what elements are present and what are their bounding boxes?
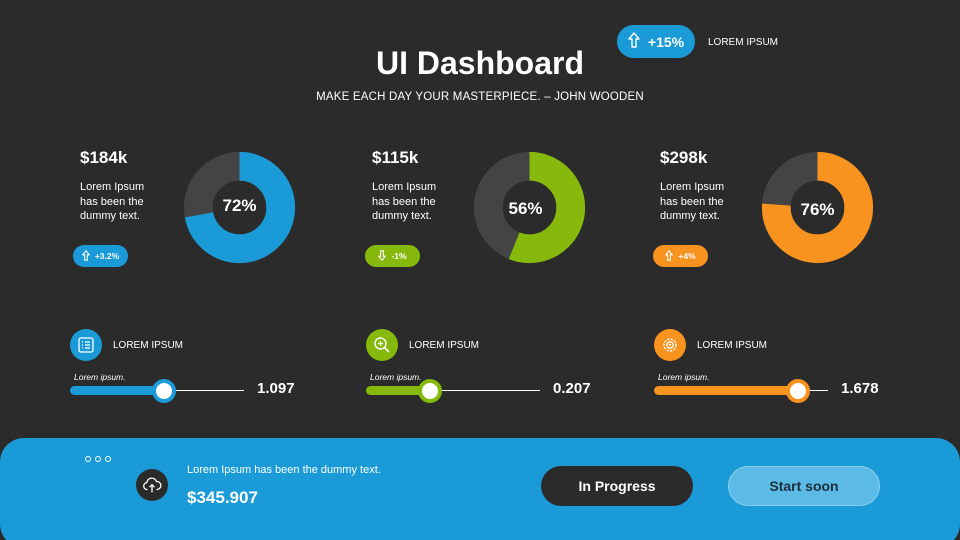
magnifier-plus-icon [366, 329, 398, 361]
metric-label: LOREM IPSUM [409, 340, 480, 351]
donut-chart [761, 151, 874, 264]
growth-label: LOREM IPSUM [708, 37, 779, 48]
donut-percent: 76% [800, 200, 835, 219]
slider-fill [654, 386, 799, 395]
in-progress-button[interactable]: In Progress [541, 466, 693, 506]
change-badge: +4% [653, 245, 708, 267]
slider-knob[interactable] [786, 379, 811, 403]
kpi-card: $115k Lorem Ipsum has been the dummy tex… [365, 140, 612, 280]
change-badge: +3.2% [73, 245, 128, 267]
kpi-card: $184k Lorem Ipsum has been the dummy tex… [73, 140, 320, 280]
donut-progress-arc [183, 151, 296, 264]
donut-chart [183, 151, 296, 264]
donut-chart [473, 151, 586, 264]
page-subtitle: MAKE EACH DAY YOUR MASTERPIECE. – JOHN W… [316, 91, 644, 103]
kpi-description: Lorem Ipsum has been the dummy text. [372, 181, 437, 222]
start-soon-button[interactable]: Start soon [728, 466, 880, 506]
arrow-up-icon [664, 249, 674, 263]
slider-fill [70, 386, 164, 395]
more-options-icon[interactable] [85, 456, 111, 462]
donut-percent: 72% [222, 196, 257, 215]
slider-caption: Lorem ipsum. [74, 372, 126, 382]
metric-label: LOREM IPSUM [113, 340, 184, 351]
change-value: +3.2% [94, 251, 120, 261]
slider-caption: Lorem ipsum. [658, 372, 710, 382]
footer-amount: $345.907 [187, 488, 258, 507]
change-value: +4% [678, 251, 696, 261]
donut-progress-arc [761, 151, 874, 264]
arrow-down-icon [377, 249, 387, 263]
kpi-card: $298k Lorem Ipsum has been the dummy tex… [653, 140, 900, 280]
slider-caption: Lorem ipsum. [370, 372, 422, 382]
slider-knob[interactable] [151, 379, 176, 403]
kpi-amount: $298k [660, 148, 708, 167]
slider-knob[interactable] [418, 379, 443, 403]
slider-fill [366, 386, 431, 395]
cloud-upload-icon[interactable] [136, 469, 168, 501]
growth-value: +15% [647, 33, 685, 50]
metric-value: 1.097 [257, 380, 295, 397]
kpi-amount: $115k [372, 148, 419, 167]
kpi-description: Lorem Ipsum has been the dummy text. [660, 181, 725, 222]
change-badge: -1% [365, 245, 420, 267]
donut-percent: 56% [508, 199, 543, 218]
metric-value: 1.678 [841, 380, 879, 397]
kpi-amount: $184k [80, 148, 128, 167]
page-title: UI Dashboard [375, 45, 585, 81]
arrow-up-icon [81, 249, 91, 263]
metric-row: LOREM IPSUM Lorem ipsum. 1.678 [654, 327, 914, 407]
arrow-up-icon [628, 32, 640, 51]
change-value: -1% [391, 251, 407, 261]
slider-track [366, 390, 540, 391]
metric-row: LOREM IPSUM Lorem ipsum. 1.097 [70, 327, 330, 407]
gear-icon [654, 329, 686, 361]
kpi-description: Lorem Ipsum has been the dummy text. [80, 181, 145, 222]
growth-badge: +15% [617, 25, 695, 58]
metric-value: 0.207 [553, 380, 591, 397]
donut-progress-arc [473, 151, 586, 264]
footer-text: Lorem Ipsum has been the dummy text. [187, 464, 381, 476]
list-icon [70, 329, 102, 361]
metric-row: LOREM IPSUM Lorem ipsum. 0.207 [366, 327, 626, 407]
footer-panel: Lorem Ipsum has been the dummy text. $34… [0, 438, 960, 540]
metric-label: LOREM IPSUM [697, 340, 768, 351]
